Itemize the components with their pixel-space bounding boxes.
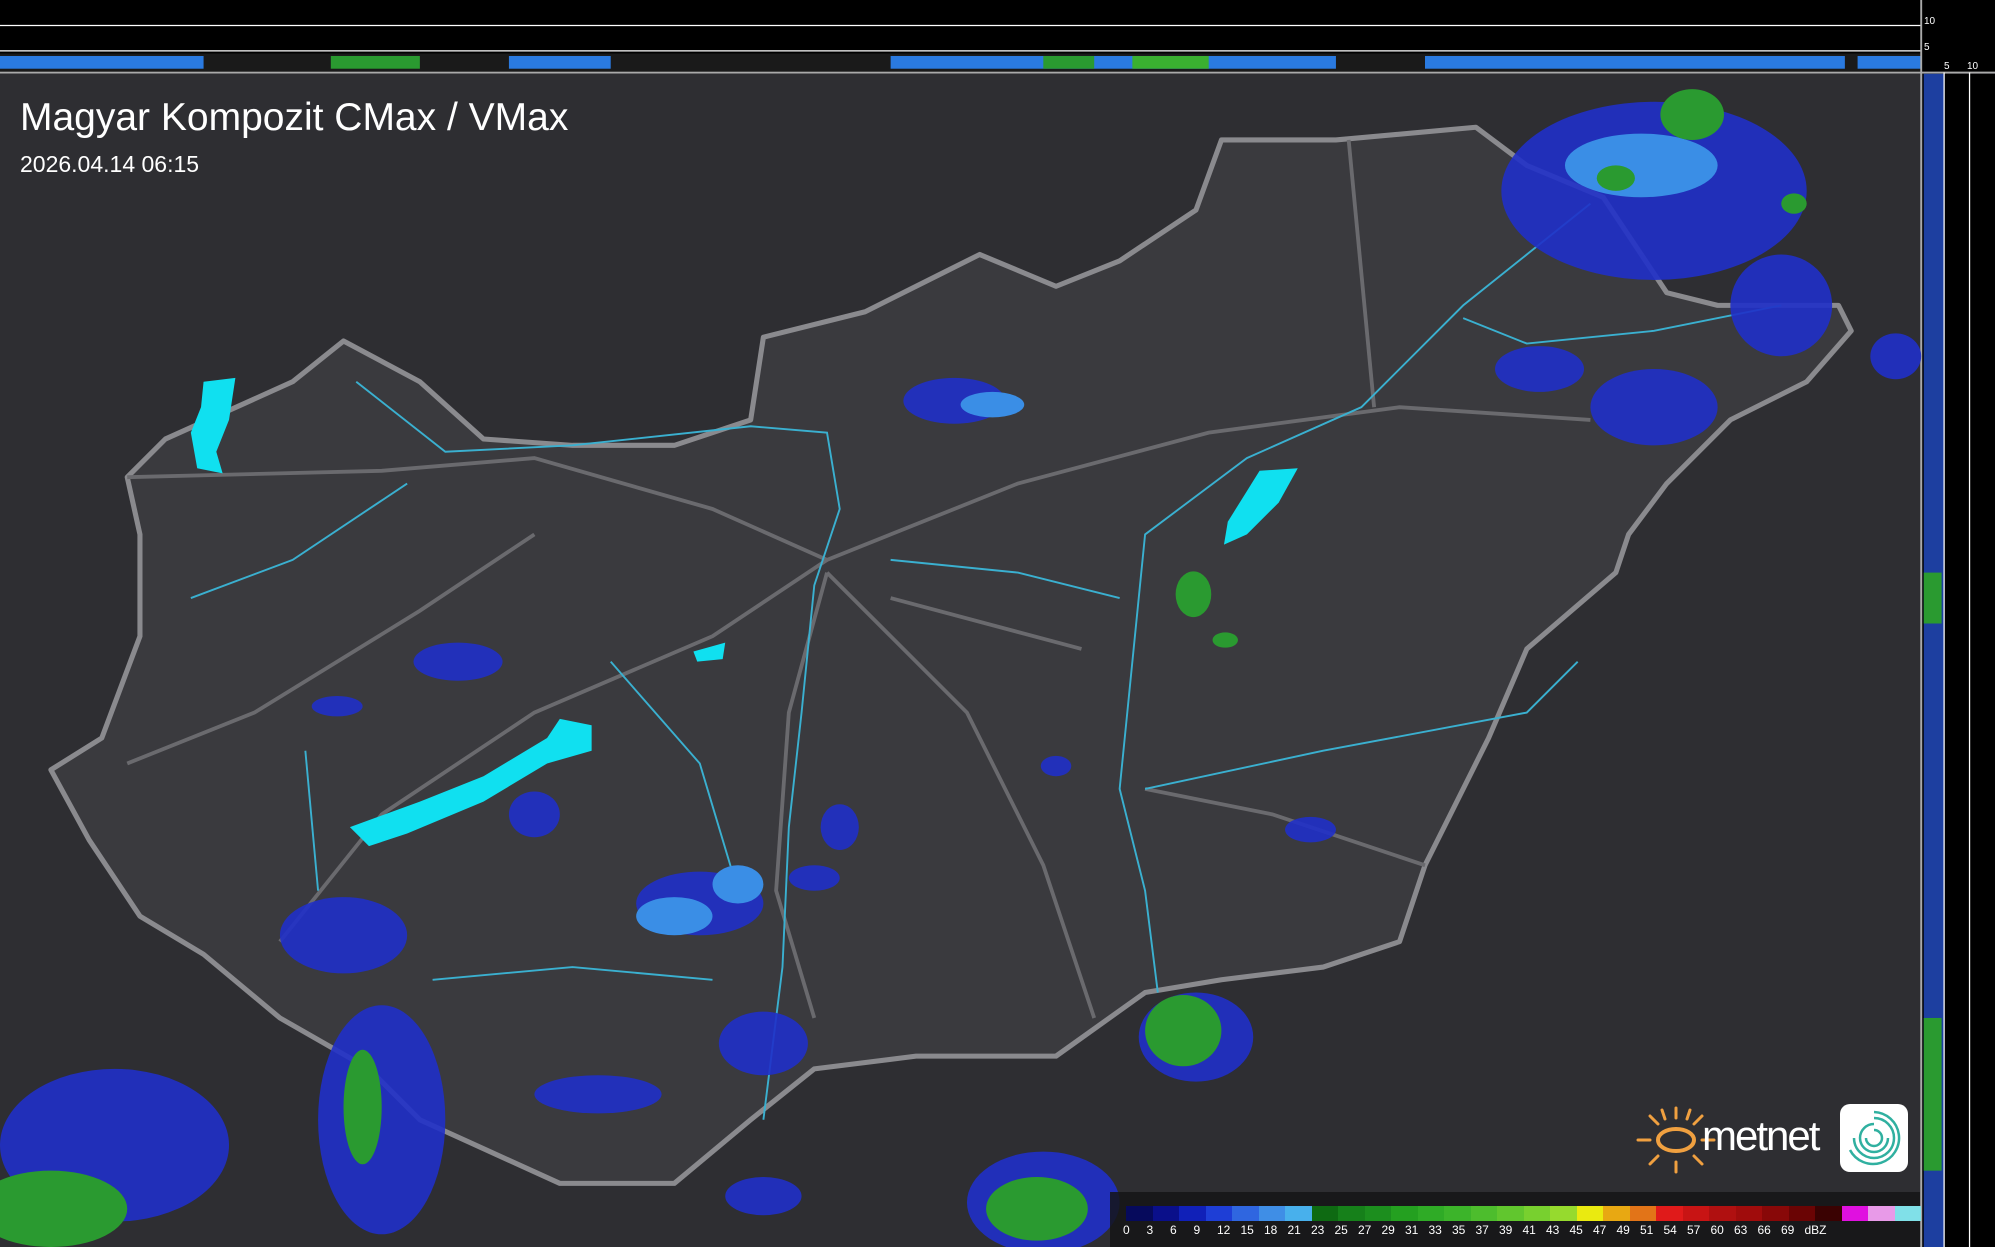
color-swatch	[1285, 1206, 1312, 1221]
color-swatch	[1232, 1206, 1259, 1221]
scale-label: 60	[1710, 1223, 1724, 1237]
color-swatch	[1364, 1206, 1391, 1221]
color-swatch	[1603, 1206, 1630, 1221]
scale-label: 45	[1569, 1223, 1583, 1237]
color-swatch	[1894, 1206, 1921, 1221]
color-swatch	[1470, 1206, 1497, 1221]
scale-label: 51	[1640, 1223, 1654, 1237]
lake-neusiedl	[190, 377, 236, 474]
lake-tisza	[1223, 468, 1298, 545]
scale-label: 9	[1193, 1223, 1201, 1237]
scale-label: 66	[1757, 1223, 1771, 1237]
side-radar-strip	[1923, 73, 1945, 1247]
color-swatch	[1735, 1206, 1762, 1221]
scale-label: 3	[1146, 1223, 1154, 1237]
scale-label: 63	[1734, 1223, 1748, 1237]
color-swatch	[1709, 1206, 1736, 1221]
side-axis-tick: 10	[1967, 61, 1979, 72]
color-swatch	[1815, 1206, 1842, 1221]
scale-label: 33	[1428, 1223, 1442, 1237]
color-swatch	[1576, 1206, 1603, 1221]
scale-label: 47	[1593, 1223, 1607, 1237]
color-scale-bar	[1126, 1206, 1921, 1221]
color-swatch	[1682, 1206, 1709, 1221]
color-swatch	[1152, 1206, 1179, 1221]
color-swatch	[1868, 1206, 1895, 1221]
scale-label: 49	[1616, 1223, 1630, 1237]
scale-label: 57	[1687, 1223, 1701, 1237]
color-swatch	[1391, 1206, 1418, 1221]
color-swatch	[1338, 1206, 1365, 1221]
scale-label: 54	[1663, 1223, 1677, 1237]
side-axis-tick: 10	[1924, 16, 1936, 27]
scale-label: 12	[1217, 1223, 1231, 1237]
radar-echoes	[0, 89, 1922, 1247]
scale-label: 41	[1522, 1223, 1536, 1237]
roads	[126, 139, 1591, 1019]
color-swatch	[1497, 1206, 1524, 1221]
scale-label: 43	[1546, 1223, 1560, 1237]
color-swatch	[1417, 1206, 1444, 1221]
color-scale-legend: 0 3 6 9 12 15 18 21 23 25 27 29 31 33 35 37 39 41 43 45 47 49…	[1110, 1192, 1921, 1247]
scale-label: 21	[1287, 1223, 1301, 1237]
scale-label: 0	[1123, 1223, 1130, 1237]
scale-label: 29	[1381, 1223, 1395, 1237]
color-swatch	[1656, 1206, 1683, 1221]
scale-label: 69	[1781, 1223, 1795, 1237]
color-swatch	[1258, 1206, 1285, 1221]
rivers	[190, 202, 1782, 1120]
color-swatch	[1550, 1206, 1577, 1221]
scale-label: 18	[1264, 1223, 1278, 1237]
map-title: Magyar Kompozit CMax / VMax	[20, 96, 569, 139]
swirl-icon	[1840, 1104, 1908, 1172]
color-swatch	[1126, 1206, 1153, 1221]
scale-label: 6	[1170, 1223, 1177, 1237]
color-swatch	[1523, 1206, 1550, 1221]
scale-label: 15	[1240, 1223, 1254, 1237]
metnet-logo: metnet	[1636, 1104, 1908, 1174]
scale-label: 39	[1499, 1223, 1513, 1237]
color-swatch	[1444, 1206, 1471, 1221]
color-swatch	[1205, 1206, 1232, 1221]
scale-unit: dBZ	[1804, 1223, 1827, 1237]
lake-balaton	[349, 718, 592, 847]
scale-label: 35	[1452, 1223, 1466, 1237]
side-axis-tick: 5	[1924, 42, 1930, 53]
lakes	[190, 377, 1298, 847]
scale-label: 23	[1311, 1223, 1325, 1237]
color-swatch	[1762, 1206, 1789, 1221]
scale-label: 27	[1358, 1223, 1372, 1237]
scale-label: 25	[1334, 1223, 1348, 1237]
color-swatch	[1311, 1206, 1338, 1221]
timestamp: 2026.04.14 06:15	[20, 151, 200, 177]
scale-label: 37	[1475, 1223, 1489, 1237]
color-scale-ticks: 0 3 6 9 12 15 18 21 23 25 27 29 31 33 35 37 39 41 43 45 47 49…	[1123, 1223, 1835, 1237]
color-swatch	[1629, 1206, 1656, 1221]
side-axis-tick: 5	[1944, 61, 1950, 72]
scale-label: 31	[1405, 1223, 1419, 1237]
brand-name: metnet	[1702, 1112, 1820, 1159]
color-swatch	[1841, 1206, 1868, 1221]
color-swatch	[1788, 1206, 1815, 1221]
color-swatch	[1179, 1206, 1206, 1221]
sun-icon	[1636, 1106, 1716, 1174]
